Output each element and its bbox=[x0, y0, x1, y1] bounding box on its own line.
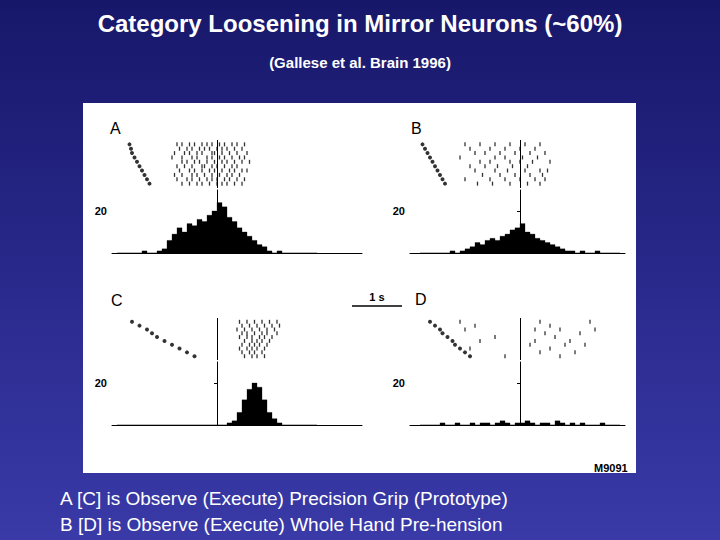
svg-text:1 s: 1 s bbox=[369, 291, 384, 303]
svg-text:Category Loosening in Mirror N: Category Loosening in Mirror Neurons (~6… bbox=[98, 10, 623, 37]
svg-text:B [D] is Observe (Execute) Who: B [D] is Observe (Execute) Whole Hand Pr… bbox=[60, 514, 502, 535]
svg-text:(Gallese et al. Brain 1996): (Gallese et al. Brain 1996) bbox=[269, 54, 451, 71]
svg-text:C: C bbox=[111, 292, 123, 309]
svg-text:20: 20 bbox=[95, 205, 107, 217]
svg-text:20: 20 bbox=[393, 205, 405, 217]
svg-text:B: B bbox=[411, 120, 422, 137]
svg-text:20: 20 bbox=[95, 377, 107, 389]
svg-text:A [C] is Observe (Execute) Pre: A [C] is Observe (Execute) Precision Gri… bbox=[60, 488, 508, 509]
svg-text:D: D bbox=[415, 291, 427, 308]
svg-text:A: A bbox=[110, 120, 121, 137]
svg-text:20: 20 bbox=[393, 377, 405, 389]
svg-text:M9091: M9091 bbox=[594, 462, 628, 474]
